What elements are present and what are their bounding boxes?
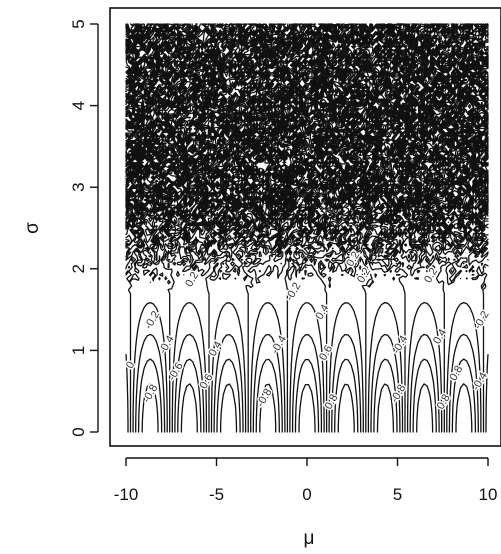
y-axis: 0 1 2 3 4 5 <box>69 19 99 437</box>
y-tick-label: 2 <box>69 264 88 273</box>
y-axis-label: σ <box>22 222 43 234</box>
contour-line <box>125 23 489 433</box>
y-tick-label: 5 <box>69 19 88 28</box>
x-tick-label: 10 <box>479 485 498 504</box>
x-tick-label: 5 <box>393 485 402 504</box>
x-tick-label: 0 <box>302 485 311 504</box>
x-axis: -10 -5 0 5 10 <box>114 457 498 504</box>
y-tick-label: 0 <box>69 427 88 436</box>
y-tick-label: 1 <box>69 346 88 355</box>
x-tick-label: -10 <box>114 485 139 504</box>
y-tick-label: 4 <box>69 101 88 110</box>
x-tick-label: -5 <box>209 485 224 504</box>
contour-lines <box>125 23 489 433</box>
x-axis-label: μ <box>304 528 315 549</box>
plot-frame <box>109 7 501 447</box>
y-tick-label: 3 <box>69 182 88 191</box>
